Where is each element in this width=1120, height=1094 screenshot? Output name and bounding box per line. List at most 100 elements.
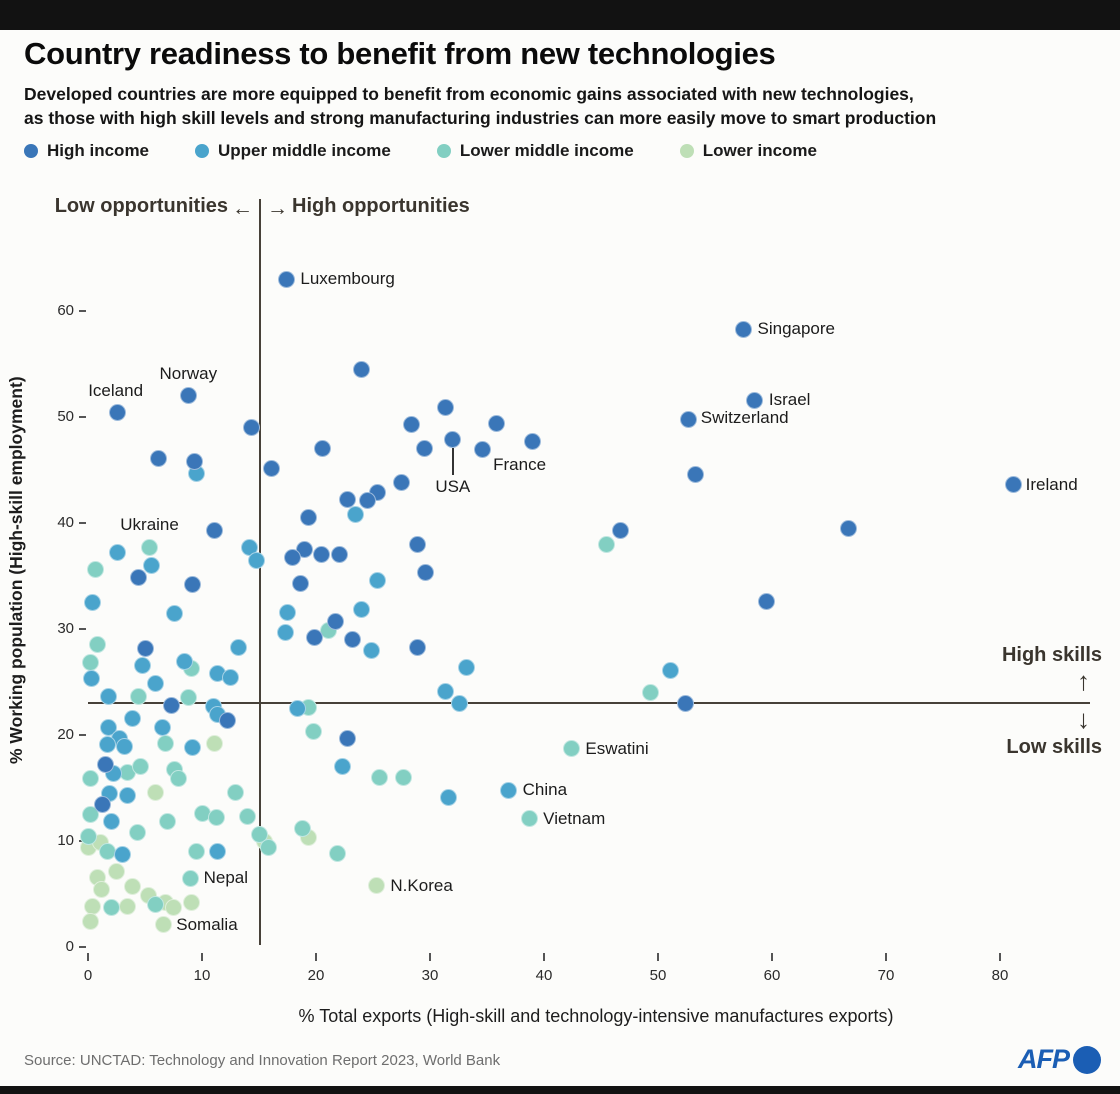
data-point bbox=[242, 419, 260, 437]
y-tick-label: 10 bbox=[57, 832, 74, 849]
data-point bbox=[82, 670, 100, 688]
data-point-singapore bbox=[735, 320, 752, 338]
horizontal-divider-line bbox=[88, 702, 1090, 704]
data-point bbox=[81, 654, 99, 672]
y-tick-label: 30 bbox=[57, 620, 74, 637]
subtitle-line-2: as those with high skill levels and stro… bbox=[24, 108, 937, 128]
data-point bbox=[250, 826, 268, 844]
legend-dot-icon bbox=[24, 144, 38, 158]
data-point-n-korea bbox=[367, 877, 385, 895]
x-tick-label: 50 bbox=[649, 967, 667, 984]
data-point bbox=[451, 694, 469, 712]
country-label-eswatini: Eswatini bbox=[585, 738, 649, 758]
x-tick-mark bbox=[543, 953, 545, 961]
data-point bbox=[371, 768, 389, 786]
data-point bbox=[157, 734, 175, 752]
data-point bbox=[184, 575, 202, 593]
y-tick-mark bbox=[79, 416, 86, 418]
x-tick-label: 40 bbox=[535, 967, 553, 984]
legend-dot-icon bbox=[436, 144, 451, 158]
legend-item: High income bbox=[24, 141, 149, 161]
data-point bbox=[119, 786, 137, 804]
data-point bbox=[259, 838, 277, 856]
y-tick-label: 20 bbox=[57, 726, 74, 743]
x-axis-label: % Total exports (High-skill and technolo… bbox=[298, 1006, 894, 1026]
data-point bbox=[187, 843, 205, 861]
legend-label: Upper middle income bbox=[218, 141, 391, 160]
country-label-norway: Norway bbox=[159, 363, 218, 383]
data-point bbox=[369, 571, 387, 589]
data-point bbox=[289, 700, 307, 717]
x-tick-mark bbox=[87, 953, 89, 961]
data-point bbox=[103, 813, 121, 831]
data-point bbox=[305, 723, 323, 741]
bottom-bar bbox=[0, 1086, 1120, 1094]
legend-label: Lower income bbox=[702, 141, 818, 160]
data-point bbox=[166, 604, 184, 622]
data-point bbox=[291, 574, 309, 592]
arrow-right-icon: → bbox=[267, 197, 288, 220]
data-point-somalia bbox=[154, 916, 172, 934]
country-label-france: France bbox=[493, 455, 547, 475]
data-point bbox=[339, 729, 357, 747]
data-point bbox=[129, 568, 147, 586]
data-point bbox=[239, 808, 257, 826]
data-point bbox=[93, 881, 111, 899]
data-point bbox=[88, 636, 106, 654]
data-point bbox=[123, 709, 141, 727]
data-point bbox=[81, 806, 99, 823]
data-point-usa bbox=[444, 430, 462, 448]
y-tick-label: 60 bbox=[57, 302, 74, 319]
data-point bbox=[347, 506, 365, 524]
data-point bbox=[353, 360, 371, 378]
data-point bbox=[176, 653, 194, 671]
data-point bbox=[103, 899, 121, 917]
data-point bbox=[457, 658, 475, 676]
data-point bbox=[206, 521, 224, 539]
data-point bbox=[473, 441, 491, 459]
country-label-china: China bbox=[522, 780, 568, 800]
x-tick-mark bbox=[999, 953, 1001, 961]
data-point bbox=[248, 551, 266, 569]
data-point-nepal bbox=[182, 869, 200, 887]
data-point bbox=[343, 631, 361, 649]
data-point bbox=[94, 796, 112, 814]
data-point bbox=[333, 758, 351, 776]
data-point bbox=[283, 549, 301, 567]
annotation-low-skills: Low skills bbox=[1006, 736, 1102, 758]
data-point bbox=[408, 535, 426, 553]
arrow-up-icon: ↑ bbox=[1077, 666, 1090, 696]
data-point bbox=[395, 768, 413, 786]
arrow-left-icon: ← bbox=[232, 197, 253, 220]
data-point bbox=[408, 638, 426, 656]
country-label-somalia: Somalia bbox=[176, 914, 238, 934]
data-point bbox=[100, 688, 118, 706]
data-point bbox=[329, 845, 347, 863]
x-tick-label: 20 bbox=[307, 967, 325, 984]
data-point-ireland bbox=[1005, 476, 1023, 494]
data-point bbox=[183, 893, 201, 911]
x-tick-mark bbox=[201, 953, 203, 961]
data-point bbox=[208, 809, 226, 827]
data-point bbox=[437, 398, 455, 416]
data-point bbox=[226, 783, 244, 801]
country-label-n-korea: N.Korea bbox=[390, 875, 453, 895]
x-tick-label: 10 bbox=[193, 967, 211, 984]
subtitle-line-1: Developed countries are more equipped to… bbox=[24, 84, 914, 104]
data-point bbox=[123, 878, 141, 896]
legend-label: High income bbox=[47, 141, 150, 160]
data-point bbox=[206, 734, 224, 752]
y-tick-label: 50 bbox=[57, 408, 74, 425]
data-point bbox=[185, 453, 203, 471]
data-point-china bbox=[500, 781, 518, 799]
y-tick-label: 40 bbox=[57, 514, 74, 531]
legend-item: Lower middle income bbox=[436, 141, 634, 161]
data-point bbox=[263, 460, 281, 478]
annotation-high-skills: High skills bbox=[1001, 644, 1102, 666]
data-point bbox=[487, 414, 505, 432]
data-point bbox=[113, 846, 131, 864]
y-axis-label: % Working population (High-skill employm… bbox=[6, 376, 26, 764]
y-tick-label: 0 bbox=[65, 938, 74, 955]
data-point bbox=[87, 561, 105, 579]
